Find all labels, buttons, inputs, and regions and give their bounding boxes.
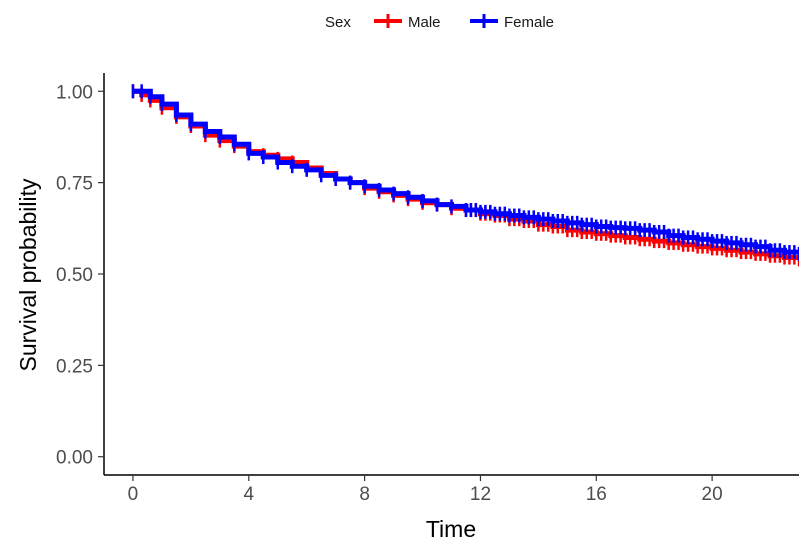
y-tick-label: 0.00 — [56, 448, 93, 469]
series-layer — [131, 84, 799, 267]
series-line-male — [132, 88, 799, 261]
legend: Sex Male Female — [325, 14, 554, 31]
x-tick-label: 4 — [244, 484, 255, 505]
x-tick-label: 16 — [586, 484, 607, 505]
y-tick-label: 0.75 — [56, 174, 93, 195]
ticks: 0 4 8 12 16 20 0.00 0.25 0.50 0.75 1.00 — [56, 82, 723, 505]
y-tick-label: 0.25 — [56, 356, 93, 377]
x-tick-label: 12 — [470, 484, 491, 505]
y-axis-title: Survival probability — [15, 178, 41, 372]
x-tick-label: 8 — [359, 484, 370, 505]
legend-key-female — [470, 14, 498, 28]
legend-label-male: Male — [408, 14, 441, 31]
x-tick-label: 20 — [702, 484, 723, 505]
series-line-female — [132, 88, 799, 255]
legend-label-female: Female — [504, 14, 554, 31]
legend-key-male — [374, 14, 402, 28]
x-tick-label: 0 — [128, 484, 139, 505]
censor-marks-female — [131, 84, 799, 261]
y-tick-label: 1.00 — [56, 82, 93, 103]
y-tick-label: 0.50 — [56, 265, 93, 286]
legend-title: Sex — [325, 14, 351, 31]
x-axis-title: Time — [426, 516, 476, 542]
